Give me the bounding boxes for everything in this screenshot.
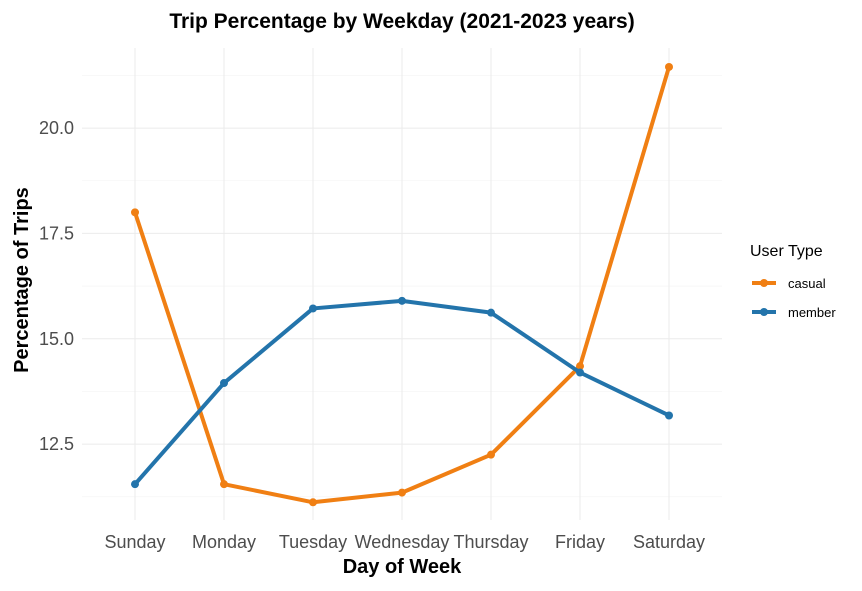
legend-label: member	[788, 305, 836, 320]
legend-key-point	[760, 279, 768, 287]
data-point-member	[220, 379, 228, 388]
chart-title: Trip Percentage by Weekday (2021-2023 ye…	[169, 10, 634, 33]
legend: User Type casual member	[750, 243, 836, 320]
y-axis-title: Percentage of Trips	[11, 187, 33, 373]
legend-item-member: member	[752, 305, 836, 320]
x-tick-label: Tuesday	[279, 532, 347, 552]
data-point-casual	[309, 498, 317, 507]
data-point-member	[131, 480, 139, 489]
data-point-member	[576, 368, 584, 377]
x-tick-label: Thursday	[453, 532, 528, 552]
data-point-member	[309, 304, 317, 313]
x-tick-label: Monday	[192, 532, 256, 552]
x-axis-title: Day of Week	[343, 556, 462, 578]
data-point-casual	[398, 488, 406, 497]
data-point-casual	[220, 480, 228, 489]
data-point-casual	[487, 450, 495, 459]
legend-items: casual member	[752, 276, 836, 320]
data-point-casual	[665, 62, 673, 71]
series-member	[131, 296, 673, 489]
data-point-casual	[131, 208, 139, 217]
series-layer	[131, 62, 673, 507]
legend-key-point	[760, 308, 768, 316]
data-point-member	[398, 296, 406, 305]
legend-label: casual	[788, 276, 826, 291]
legend-item-casual: casual	[752, 276, 826, 291]
grid-lines	[82, 48, 722, 520]
data-point-member	[665, 411, 673, 420]
y-tick-label: 20.0	[39, 118, 74, 138]
series-casual	[131, 62, 673, 507]
x-tick-label: Wednesday	[355, 532, 450, 552]
x-tick-label: Sunday	[104, 532, 165, 552]
data-point-member	[487, 308, 495, 317]
legend-title: User Type	[750, 243, 823, 260]
data-point-casual	[576, 362, 584, 371]
y-tick-label: 12.5	[39, 434, 74, 454]
y-tick-label: 17.5	[39, 223, 74, 243]
y-axis-tick-labels: 12.5 15.0 17.5 20.0	[39, 118, 74, 454]
x-tick-label: Friday	[555, 532, 605, 552]
y-tick-label: 15.0	[39, 329, 74, 349]
x-axis-tick-labels: Sunday Monday Tuesday Wednesday Thursday Frid…	[104, 532, 705, 552]
x-tick-label: Saturday	[633, 532, 705, 552]
